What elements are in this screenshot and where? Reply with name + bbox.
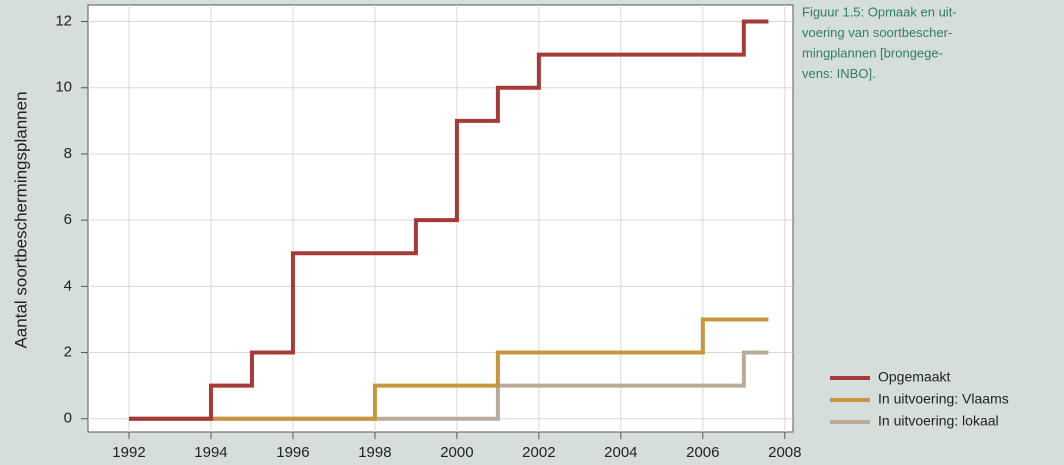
x-tick-label: 1998 [358,444,391,461]
caption-line: mingplannen [brongege- [802,45,943,60]
x-tick-label: 1992 [112,444,145,461]
x-tick-label: 2002 [522,444,555,461]
x-tick-label: 2004 [604,444,637,461]
y-tick-label: 8 [64,145,72,162]
y-tick-label: 0 [64,410,72,427]
y-tick-label: 2 [64,344,72,361]
y-axis-label: Aantal soortbeschermingsplannen [11,91,30,348]
legend-label: In uitvoering: lokaal [878,413,999,429]
y-tick-label: 4 [64,277,72,294]
y-tick-label: 6 [64,211,72,228]
caption-line: vens: INBO]. [802,66,876,81]
series-line [128,350,769,421]
legend-label: In uitvoering: Vlaams [878,391,1009,407]
y-tick-label: 12 [55,13,72,30]
caption-line: Figuur 1.5: Opmaak en uit- [802,4,957,19]
series-line [128,19,769,421]
x-tick-label: 2000 [440,444,473,461]
x-tick-label: 1994 [194,444,227,461]
x-tick-label: 2006 [686,444,719,461]
series-line [128,317,769,421]
y-tick-label: 10 [55,79,72,96]
x-tick-label: 2008 [768,444,801,461]
x-tick-label: 1996 [276,444,309,461]
caption-line: voering van soortbescher- [802,25,952,40]
legend-label: Opgemaakt [878,369,950,385]
